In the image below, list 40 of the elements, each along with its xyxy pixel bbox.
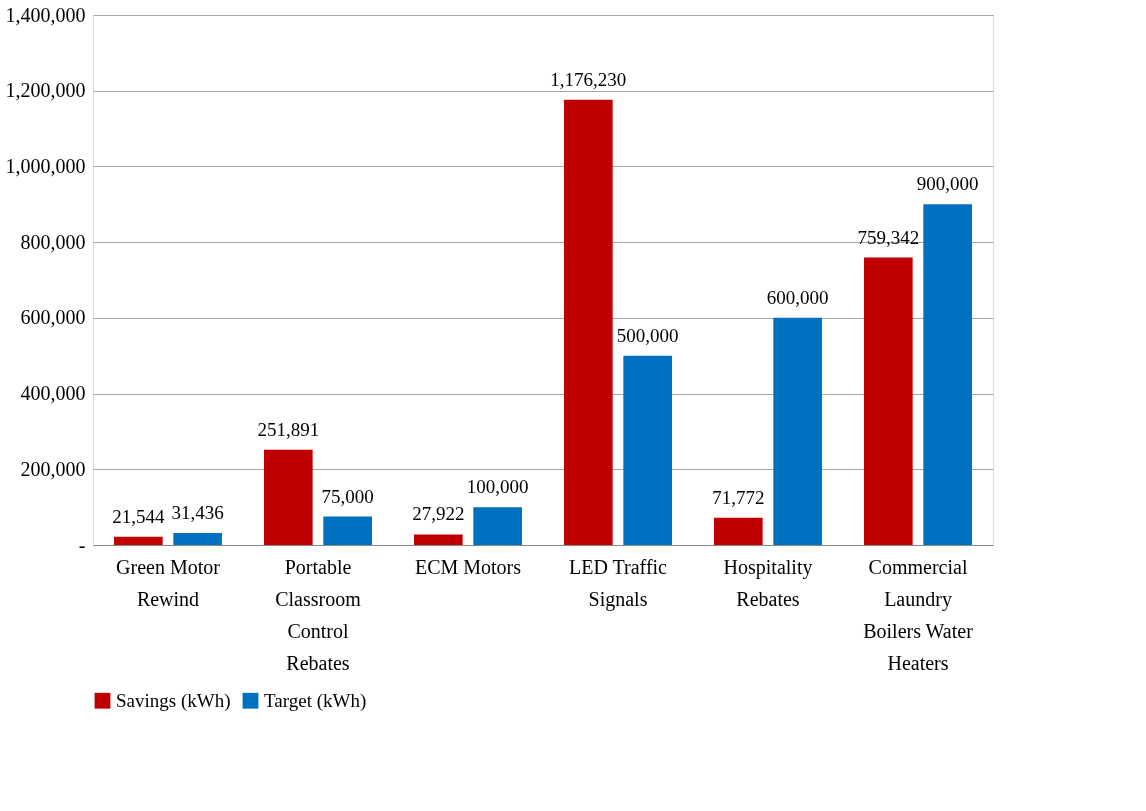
y-tick-label: 1,200,000 (5, 79, 86, 102)
bar (773, 317, 822, 545)
y-tick-label: 400,000 (20, 382, 86, 405)
legend-label: Savings (kWh) (116, 689, 231, 712)
data-label: 900,000 (916, 173, 979, 195)
data-label: 31,436 (171, 502, 224, 524)
x-tick-label: Hospitality Rebates (723, 555, 813, 610)
data-label: 759,342 (857, 226, 920, 248)
bar (114, 536, 163, 545)
legend-label: Target (kWh) (264, 689, 367, 712)
y-tick-label: 1,400,000 (5, 3, 86, 26)
bar (623, 355, 672, 545)
bar (923, 204, 972, 545)
y-tick-label: - (78, 533, 86, 556)
x-tick-label: Commercial Laundry Boilers Water Heaters (863, 555, 974, 674)
data-label: 100,000 (466, 476, 529, 498)
y-tick-label: 800,000 (20, 230, 86, 253)
x-tick-label: ECM Motors (414, 555, 522, 578)
data-label: 21,544 (112, 505, 165, 527)
bar (864, 257, 913, 545)
data-label: 75,000 (321, 485, 374, 507)
data-label: 27,922 (412, 503, 465, 525)
data-label: 251,891 (257, 418, 320, 440)
data-label: 600,000 (766, 286, 829, 308)
x-tick-label: Portable Classroom Control Rebates (275, 555, 362, 674)
bar (714, 517, 763, 545)
bar (473, 507, 522, 545)
data-label: 1,176,230 (550, 68, 627, 90)
y-tick-label: 1,000,000 (5, 154, 86, 177)
y-tick-label: 200,000 (20, 457, 86, 480)
y-tick-label: 600,000 (20, 306, 86, 329)
data-label: 71,772 (712, 486, 765, 508)
x-tick-label: Green Motor Rewind (116, 555, 221, 610)
bar (414, 534, 463, 545)
bar (173, 533, 222, 545)
bar (564, 99, 613, 545)
bar (264, 449, 313, 545)
data-label: 500,000 (616, 324, 679, 346)
bar (323, 516, 372, 545)
x-tick-label: LED Traffic Signals (569, 555, 668, 611)
